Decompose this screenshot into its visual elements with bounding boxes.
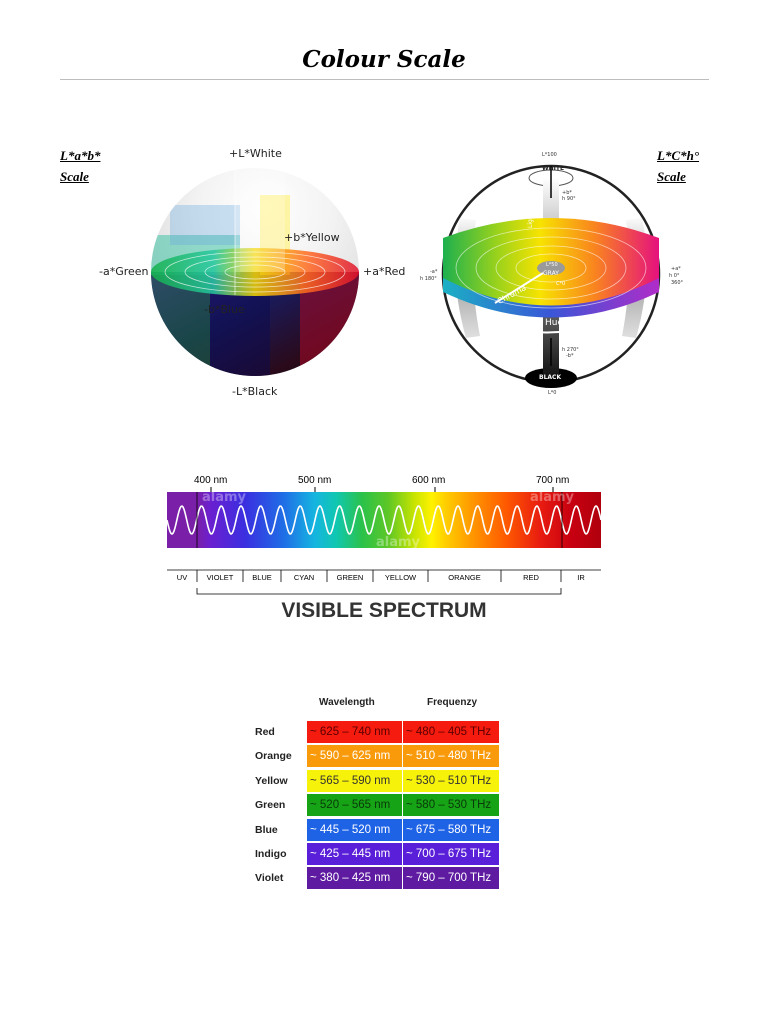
table-header-frequency: Frequenzy xyxy=(427,697,478,708)
lab-axis-yellow-label: +b*Yellow xyxy=(284,231,340,244)
row-label: Yellow xyxy=(255,774,288,787)
lch-hue-label: Hue° xyxy=(545,318,568,328)
lch-b-top-label: +b* xyxy=(562,190,572,196)
lch-scale-label: L*C*h° Scale xyxy=(657,145,699,187)
lch-a-left-label: -a* xyxy=(430,269,438,275)
spectrum-tick-400: 400 nm xyxy=(194,475,228,486)
row-label: Green xyxy=(255,799,286,812)
lch-l0-label: L*0 xyxy=(548,390,557,396)
lch-l100-label: L*100 xyxy=(542,152,557,158)
lch-c60-label: C*60 xyxy=(609,320,622,326)
frequency-cell: ~ 510 – 480 THz xyxy=(403,745,499,768)
spectrum-band-violet: VIOLET xyxy=(206,573,234,582)
spectrum-tick-700: 700 nm xyxy=(536,475,570,486)
lch-h90-label: h 90° xyxy=(562,196,576,202)
lch-l50-label: L*50 xyxy=(546,262,558,268)
row-label: Indigo xyxy=(255,848,287,860)
spectrum-band-green: GREEN xyxy=(336,573,364,582)
row-label: Red xyxy=(255,726,275,738)
lab-axis-bottom-label: -L*Black xyxy=(232,385,278,398)
page-title: Colour Scale xyxy=(302,46,466,73)
lab-scale-label-line1: L*a*b* xyxy=(60,148,101,163)
spectrum-band-orange: ORANGE xyxy=(448,573,481,582)
lab-axis-left-label: -a*Green xyxy=(99,265,149,278)
lch-h360-label: 360° xyxy=(671,280,684,286)
lab-scale-label-line2: Scale xyxy=(60,169,89,184)
wavelength-cell: ~ 565 – 590 nm xyxy=(307,769,402,792)
visible-spectrum-title: VISIBLE SPECTRUM xyxy=(281,599,487,622)
lab-sphere-diagram xyxy=(151,168,359,376)
lch-b-bottom-label: -b* xyxy=(566,353,574,359)
lab-axis-top-label: +L*White xyxy=(229,147,282,160)
frequency-cell: ~ 530 – 510 THz xyxy=(403,769,499,792)
frequency-cell: ~ 700 – 675 THz xyxy=(403,843,499,865)
lch-black-label: BLACK xyxy=(539,374,562,381)
spectrum-band-dividers xyxy=(167,569,601,595)
spectrum-band-red: RED xyxy=(523,573,539,582)
spectrum-band-cyan: CYAN xyxy=(293,573,315,582)
lch-h0-label: h 0° xyxy=(669,273,680,279)
lch-scale-label-line2: Scale xyxy=(657,169,686,184)
row-label: Orange xyxy=(255,750,292,763)
frequency-cell: ~ 675 – 580 THz xyxy=(403,818,499,841)
frequency-cell: ~ 790 – 700 THz xyxy=(403,867,499,890)
frequency-cell: ~ 580 – 530 THz xyxy=(403,794,499,817)
watermark-text-3: alamy xyxy=(530,490,575,505)
spectrum-wave xyxy=(167,492,601,548)
wavelength-cell: ~ 425 – 445 nm xyxy=(307,843,402,865)
lch-c0-label: C*0 xyxy=(556,281,566,287)
lab-axis-right-label: +a*Red xyxy=(363,265,406,278)
wavelength-cell: ~ 625 – 740 nm xyxy=(307,721,402,743)
wavelength-cell: ~ 380 – 425 nm xyxy=(307,867,402,890)
title-divider xyxy=(60,79,709,80)
lch-sphere-diagram xyxy=(441,164,661,388)
lch-scale-label-line1: L*C*h° xyxy=(657,148,700,163)
watermark-text-2: alamy xyxy=(376,535,421,550)
spectrum-band-yellow: YELLOW xyxy=(384,573,417,582)
spectrum-band-ir: IR xyxy=(577,573,585,582)
row-label: Blue xyxy=(255,823,278,836)
wavelength-cell: ~ 520 – 565 nm xyxy=(307,794,402,817)
lab-scale-label: L*a*b* Scale xyxy=(60,145,100,187)
spectrum-tick-500: 500 nm xyxy=(298,475,332,486)
lch-h270-label: h 270° xyxy=(562,347,579,353)
wavelength-cell: ~ 590 – 625 nm xyxy=(307,745,402,768)
table-header-wavelength: Wavelength xyxy=(319,697,375,708)
row-label: Violet xyxy=(255,872,284,885)
watermark-text-1: alamy xyxy=(202,490,247,505)
lch-lightness-label: Lightness xyxy=(527,199,534,228)
frequency-cell: ~ 480 – 405 THz xyxy=(403,721,499,743)
lab-axis-blue-label: -b*Blue xyxy=(204,303,245,316)
lch-gray-label: GRAY xyxy=(543,270,559,277)
lch-a-right-label: +a* xyxy=(671,266,681,272)
spectrum-band-blue: BLUE xyxy=(252,573,272,582)
lch-white-label: WHITE xyxy=(542,165,565,172)
spectrum-band-uv: UV xyxy=(176,573,188,582)
visible-spectrum-figure: 400 nm 500 nm 600 nm 700 nm alamy alamy … xyxy=(150,455,618,625)
lch-h180-label: h 180° xyxy=(420,276,437,282)
wavelength-cell: ~ 445 – 520 nm xyxy=(307,818,402,841)
spectrum-tick-600: 600 nm xyxy=(412,475,446,486)
